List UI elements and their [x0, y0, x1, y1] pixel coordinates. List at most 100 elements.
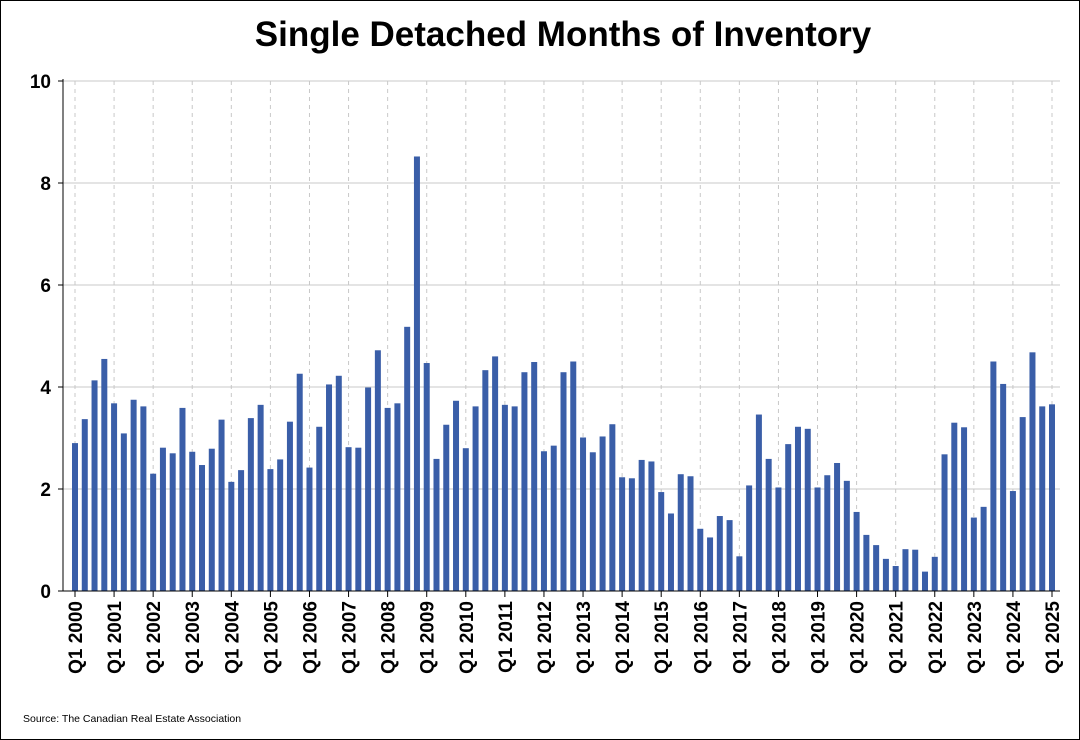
bar	[501, 404, 508, 591]
bar	[540, 451, 547, 591]
bar	[286, 421, 293, 591]
bar	[1000, 383, 1007, 591]
bar	[130, 399, 137, 591]
bar	[208, 448, 215, 591]
bar	[580, 437, 587, 591]
x-tick-label: Q1 2001	[105, 601, 126, 674]
x-tick-label: Q1 2020	[848, 601, 869, 674]
bar	[189, 451, 196, 591]
bar	[658, 492, 665, 591]
bar	[413, 156, 420, 592]
x-tick-label: Q1 2000	[66, 601, 87, 674]
bar	[199, 465, 206, 591]
bar	[961, 427, 968, 591]
bar	[716, 516, 723, 591]
bar	[257, 404, 264, 591]
bar	[794, 426, 801, 591]
bar	[101, 358, 108, 591]
bar	[931, 556, 938, 591]
bar	[638, 459, 645, 591]
bar	[873, 545, 880, 591]
bar	[853, 511, 860, 591]
bar	[824, 475, 831, 591]
bar	[1009, 491, 1016, 591]
bar	[1029, 352, 1036, 591]
x-tick-label: Q1 2014	[613, 601, 634, 674]
y-tick-label: 10	[30, 72, 51, 93]
bar	[619, 477, 626, 591]
x-tick-label: Q1 2007	[340, 601, 361, 674]
bar	[726, 520, 733, 591]
bar	[521, 372, 528, 591]
bar	[120, 433, 127, 591]
bar	[550, 445, 557, 591]
bar	[707, 537, 714, 591]
bar	[453, 400, 460, 591]
bar	[296, 373, 303, 591]
x-tick-label: Q1 2010	[457, 601, 478, 674]
bar	[599, 436, 606, 591]
bar	[306, 467, 313, 591]
bar	[570, 361, 577, 591]
bar	[921, 571, 928, 591]
bar	[404, 326, 411, 591]
x-tick-label: Q1 2002	[144, 601, 165, 674]
bar	[736, 556, 743, 591]
bar	[355, 447, 362, 591]
bar	[374, 350, 381, 591]
bar	[462, 448, 469, 591]
bar	[111, 403, 118, 591]
bar	[150, 473, 157, 591]
bar	[814, 487, 821, 591]
x-tick-label: Q1 2017	[730, 601, 751, 674]
bar	[990, 361, 997, 591]
bar	[941, 454, 948, 591]
x-tick-label: Q1 2015	[652, 601, 673, 674]
bar	[238, 470, 245, 591]
x-tick-label: Q1 2023	[965, 601, 986, 674]
x-tick-label: Q1 2016	[691, 601, 712, 674]
bar	[326, 384, 333, 591]
x-tick-label: Q1 2008	[379, 601, 400, 674]
x-tick-label: Q1 2004	[222, 601, 243, 674]
bar	[648, 461, 655, 591]
bar	[472, 406, 479, 591]
y-tick-label: 6	[40, 276, 51, 297]
x-tick-label: Q1 2019	[809, 601, 830, 674]
bar	[247, 418, 254, 591]
source-note: Source: The Canadian Real Estate Associa…	[23, 713, 242, 725]
y-tick-label: 0	[40, 582, 51, 603]
bar	[980, 506, 987, 591]
y-tick-label: 2	[40, 480, 51, 501]
bar	[267, 469, 274, 591]
bar	[531, 362, 538, 591]
bar	[365, 387, 372, 591]
bar	[335, 375, 342, 591]
bar	[1019, 417, 1026, 591]
y-tick-label: 8	[40, 174, 51, 195]
bar	[277, 459, 284, 591]
bar	[834, 462, 841, 591]
x-tick-label: Q1 2009	[418, 601, 439, 674]
bar	[443, 424, 450, 591]
x-tick-label: Q1 2025	[1043, 601, 1064, 674]
bar	[765, 458, 772, 591]
bar	[746, 485, 753, 591]
bar	[140, 406, 147, 591]
bar	[159, 447, 166, 591]
bar	[1049, 404, 1055, 591]
bar	[628, 478, 635, 591]
bar	[228, 481, 235, 591]
bar	[81, 419, 88, 591]
bar	[492, 356, 499, 591]
bar	[384, 407, 391, 591]
bar	[72, 443, 78, 591]
bar	[169, 453, 176, 591]
bar	[667, 513, 674, 591]
bar	[433, 458, 440, 591]
bar	[882, 558, 889, 591]
x-tick-label: Q1 2005	[261, 601, 282, 674]
x-tick-label: Q1 2012	[535, 601, 556, 674]
